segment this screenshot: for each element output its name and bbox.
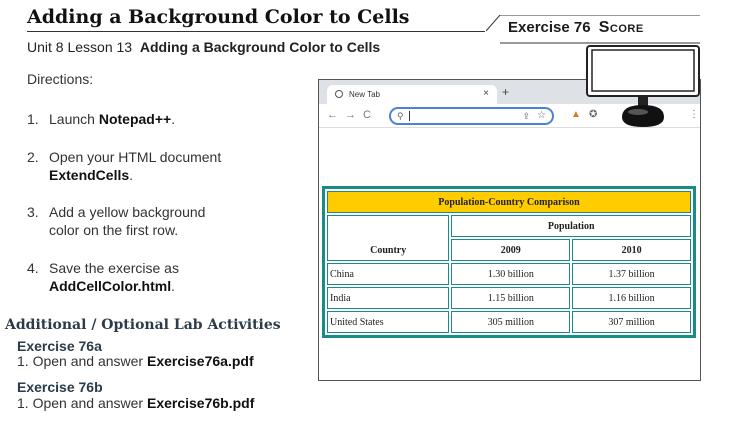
table-header-row-2: 2009 2010 bbox=[327, 239, 691, 261]
exercise-label: Exercise 76 bbox=[508, 19, 591, 36]
table-header-row-1: Country Population bbox=[327, 215, 691, 261]
step-3: 3. Add a yellow background color on the f… bbox=[27, 204, 206, 238]
lesson-name: Adding a Background Color to Cells bbox=[139, 39, 381, 55]
score-box: Exercise 76 Score bbox=[486, 15, 700, 44]
step-4: 4. Save the exercise as AddCellColor.html… bbox=[27, 260, 179, 294]
monitor-icon bbox=[586, 45, 700, 127]
table-caption: Population-Country Comparison bbox=[327, 191, 691, 213]
population-table: Population-Country Comparison Country Po… bbox=[322, 186, 696, 338]
step-1: 1. Launch Notepad++. bbox=[27, 111, 176, 127]
score-box-frame bbox=[486, 15, 700, 44]
address-bar[interactable]: ⚲ ⇪ ☆ bbox=[389, 107, 554, 125]
directions-label: Directions: bbox=[27, 71, 94, 87]
tab-new-tab[interactable]: New Tab × bbox=[327, 85, 497, 104]
exercise-76b-line: 1. Open and answer Exercise76b.pdf bbox=[17, 395, 255, 411]
menu-kebab-icon[interactable]: ⋮ bbox=[689, 109, 699, 120]
population-header: Population bbox=[451, 215, 691, 237]
step-2: 2. Open your HTML document ExtendCells. bbox=[27, 149, 222, 183]
close-icon[interactable]: × bbox=[483, 88, 489, 99]
search-icon: ⚲ bbox=[397, 111, 404, 121]
table-row: India 1.15 billion 1.16 billion bbox=[327, 287, 691, 309]
exercise-76b-title: Exercise 76b bbox=[17, 379, 103, 395]
title-rule bbox=[27, 31, 485, 32]
page-title: Adding a Background Color to Cells bbox=[27, 6, 410, 28]
year-header-2009: 2009 bbox=[451, 239, 571, 261]
tab-label: New Tab bbox=[349, 90, 380, 99]
new-tab-button[interactable]: + bbox=[502, 85, 510, 99]
forward-icon[interactable]: → bbox=[345, 109, 356, 121]
extensions-puzzle-icon[interactable]: ✪ bbox=[589, 109, 598, 120]
additional-heading: Additional / Optional Lab Activities bbox=[5, 317, 281, 333]
back-icon[interactable]: ← bbox=[327, 109, 338, 121]
year-header-2010: 2010 bbox=[572, 239, 691, 261]
bookmark-star-icon[interactable]: ☆ bbox=[537, 110, 546, 121]
browser-window: New Tab × + ← → C ⚲ ⇪ ☆ ▲ ✪ ⋮ Population… bbox=[318, 79, 701, 381]
table-row: China 1.30 billion 1.37 billion bbox=[327, 263, 691, 285]
reload-icon[interactable]: C bbox=[363, 109, 371, 121]
text-caret bbox=[409, 111, 410, 121]
exercise-76a-line: 1. Open and answer Exercise76a.pdf bbox=[17, 353, 254, 369]
table-row: United States 305 million 307 million bbox=[327, 311, 691, 333]
lesson-prefix: Unit 8 Lesson 13 bbox=[27, 39, 133, 55]
score-label: Score bbox=[598, 19, 644, 36]
fox-extension-icon[interactable]: ▲ bbox=[571, 109, 581, 120]
exercise-76a-title: Exercise 76a bbox=[17, 338, 102, 354]
lesson-line: Unit 8 Lesson 13 Adding a Background Col… bbox=[27, 39, 380, 55]
table-caption-row: Population-Country Comparison bbox=[327, 191, 691, 213]
globe-icon bbox=[335, 90, 343, 98]
country-header: Country bbox=[327, 215, 450, 261]
share-icon[interactable]: ⇪ bbox=[522, 111, 530, 121]
